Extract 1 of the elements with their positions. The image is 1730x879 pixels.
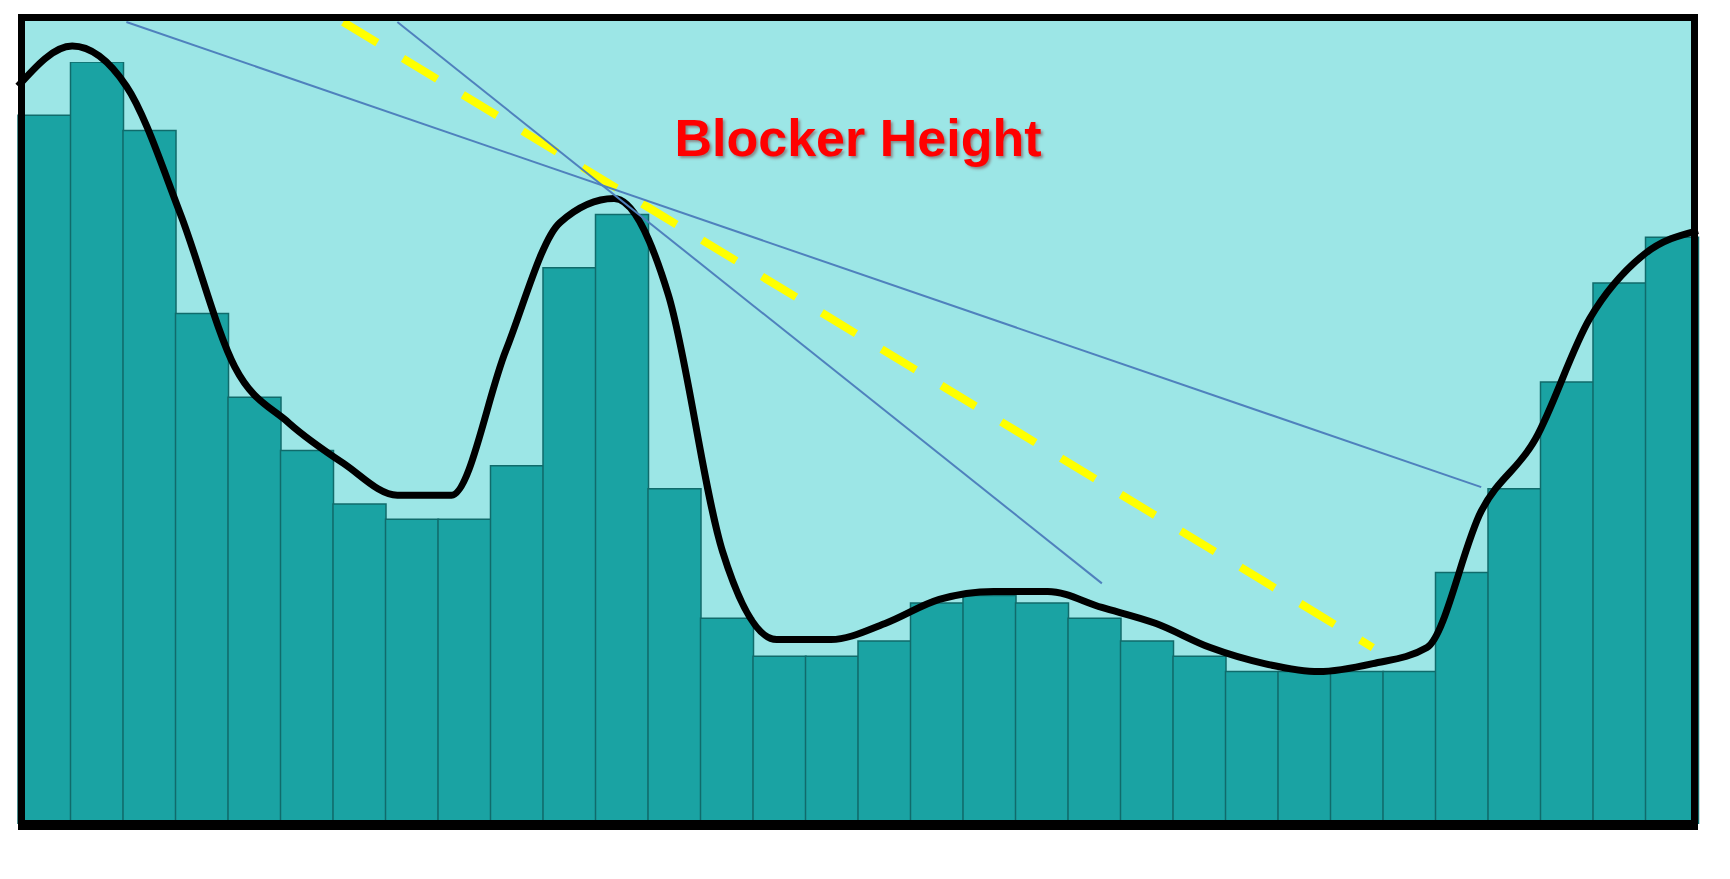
text: Blocker Height [673, 108, 1043, 168]
